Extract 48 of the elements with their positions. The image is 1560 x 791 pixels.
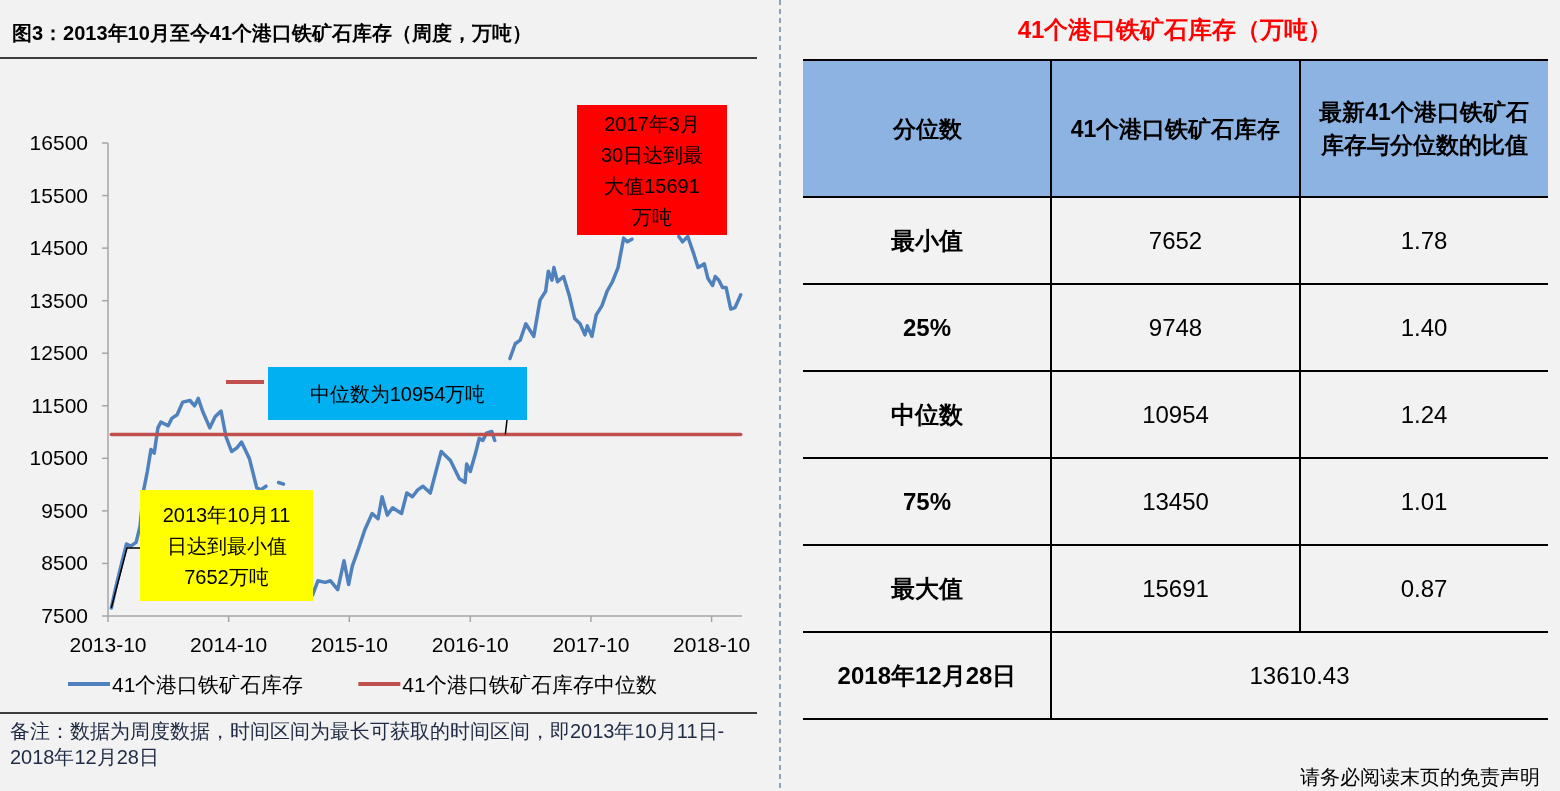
text: 13610.43 xyxy=(1249,661,1350,689)
callout: 中位数为10954万吨 xyxy=(226,367,527,436)
y-tick-label: 14500 xyxy=(29,236,88,260)
category-label: 75% xyxy=(902,487,952,515)
legend-label: 41个港口铁矿石库存中位数 xyxy=(402,673,657,696)
category-label: 最新41个港口铁矿石库存与分位数的比值 xyxy=(1318,99,1529,159)
x-tick-label: 2018-10 xyxy=(673,633,751,656)
y-tick-label: 8500 xyxy=(41,551,88,575)
chart-title: 图3：2013年10月至今41个港口铁矿石库存（周度，万吨） xyxy=(12,22,533,44)
text: 0.87 xyxy=(1400,574,1448,602)
category-label: 中位数 xyxy=(891,400,963,428)
x-tick-label: 2017-10 xyxy=(552,633,630,656)
y-tick-label: 16500 xyxy=(29,131,88,154)
text: 1.78 xyxy=(1400,226,1448,254)
annotation: 2017年3月30日达到最大值15691万吨 xyxy=(600,113,704,229)
y-tick-label: 7500 xyxy=(41,604,88,627)
y-tick-label: 9500 xyxy=(41,498,88,522)
text: 7652 xyxy=(1148,226,1203,254)
y-tick-label: 12500 xyxy=(29,341,88,365)
y-tick-label: 15500 xyxy=(29,183,88,207)
category-label: 25% xyxy=(902,313,952,341)
x-tick-label: 2014-10 xyxy=(190,633,268,656)
text: 备注：数据为周度数据，时间区间为最长可获取的时间区间，即2013年10月11日-2018年12月28日 xyxy=(10,719,725,768)
text: 10954 xyxy=(1142,400,1209,428)
text: 请务必阅读末页的免责声明 xyxy=(1300,766,1540,788)
x-tick-label: 2015-10 xyxy=(310,633,388,656)
text: 9748 xyxy=(1148,313,1203,341)
callout: 2017年3月30日达到最大值15691万吨 xyxy=(577,105,727,235)
y-tick-label: 13500 xyxy=(29,288,88,312)
callout: 2013年10月11日达到最小值7652万吨 xyxy=(110,490,313,609)
x-tick-label: 2013-10 xyxy=(69,633,147,656)
legend-label: 41个港口铁矿石库存 xyxy=(112,673,304,696)
text: 41个港口铁矿石库存（万吨） xyxy=(1017,16,1333,43)
category-label: 最小值 xyxy=(891,226,963,254)
text: 13450 xyxy=(1142,487,1209,515)
category-label: 最大值 xyxy=(891,574,963,602)
annotation: 2013年10月11日达到最小值7652万吨 xyxy=(162,504,291,589)
category-label: 2018年12月28日 xyxy=(837,661,1017,689)
text: 1.40 xyxy=(1400,313,1448,341)
x-tick-label: 2016-10 xyxy=(431,633,509,656)
text: 1.01 xyxy=(1400,487,1448,515)
text: 1.24 xyxy=(1400,400,1448,428)
y-tick-label: 10500 xyxy=(29,446,88,470)
y-tick-label: 11500 xyxy=(31,393,88,417)
text: 15691 xyxy=(1142,574,1209,602)
category-label: 分位数 xyxy=(891,115,963,142)
annotation: 中位数为10954万吨 xyxy=(309,383,486,406)
category-label: 41个港口铁矿石库存 xyxy=(1070,115,1281,142)
